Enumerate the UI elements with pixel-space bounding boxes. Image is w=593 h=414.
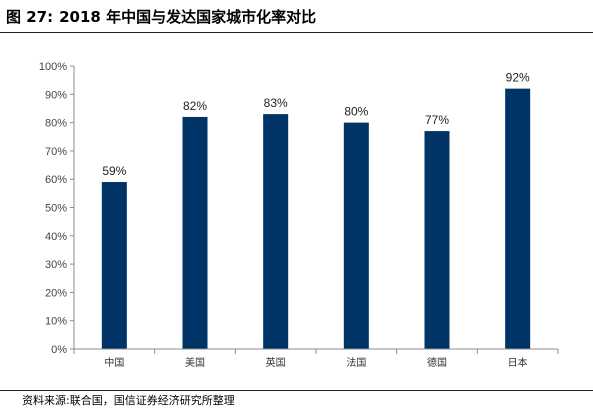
bar xyxy=(263,114,289,349)
bar xyxy=(505,88,531,349)
top-rule xyxy=(0,32,593,33)
x-axis: 中国 美国 英国 法国 德国 日本 xyxy=(73,348,559,369)
x-category-label: 中国 xyxy=(104,356,124,369)
bars xyxy=(101,88,531,349)
bar-value-label: 82% xyxy=(183,99,207,113)
x-category-label: 英国 xyxy=(266,356,286,369)
figure-title: 图 27: 2018 年中国与发达国家城市化率对比 xyxy=(6,4,316,30)
bar xyxy=(101,182,127,349)
y-tick-label: 0% xyxy=(51,344,67,356)
bar-value-label: 92% xyxy=(506,71,530,85)
y-tick-label: 70% xyxy=(45,146,67,158)
figure-number: 图 27: xyxy=(6,8,54,26)
x-category-label: 德国 xyxy=(427,356,447,369)
data-labels: 59% 82% 83% 80% 77% 92% xyxy=(102,71,530,178)
bar-value-label: 59% xyxy=(102,164,126,178)
y-tick-label: 10% xyxy=(45,316,67,328)
x-category-label: 日本 xyxy=(508,356,528,369)
y-tick-label: 90% xyxy=(45,89,67,101)
y-tick-label: 40% xyxy=(45,231,67,243)
bar xyxy=(424,131,450,349)
figure-title-text: 2018 年中国与发达国家城市化率对比 xyxy=(59,8,317,26)
bottom-rule xyxy=(0,390,593,391)
source-note: 资料来源:联合国，国信证券经济研究所整理 xyxy=(22,394,235,407)
x-category-label: 法国 xyxy=(346,356,366,369)
y-axis: 0% 10% 20% 30% 40% 50% 60% 70% 80% 90% 100% xyxy=(39,61,75,356)
bar-value-label: 77% xyxy=(425,113,449,127)
y-tick-label: 50% xyxy=(45,203,67,215)
y-tick-label: 100% xyxy=(39,61,67,73)
bar xyxy=(343,122,369,349)
bar xyxy=(182,116,208,349)
y-tick-label: 30% xyxy=(45,259,67,271)
bar-value-label: 83% xyxy=(264,96,288,110)
y-tick-label: 60% xyxy=(45,174,67,186)
x-category-label: 美国 xyxy=(185,356,205,369)
y-tick-label: 20% xyxy=(45,287,67,299)
y-tick-label: 80% xyxy=(45,118,67,130)
bar-value-label: 80% xyxy=(344,105,368,119)
